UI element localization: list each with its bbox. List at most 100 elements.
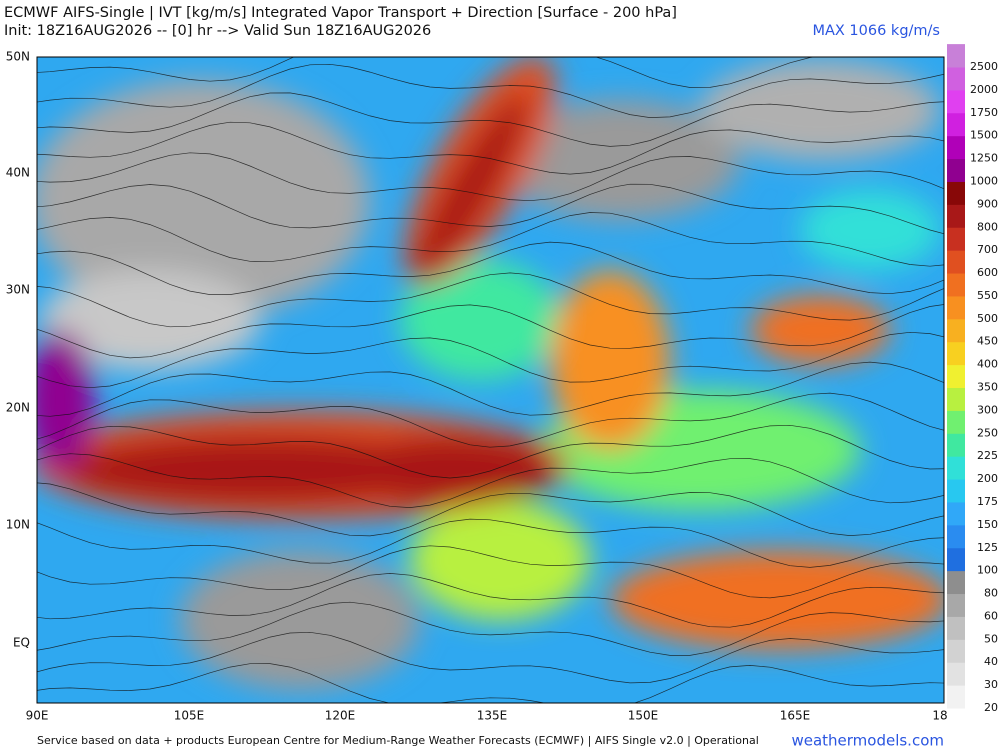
streamline	[37, 152, 944, 202]
colorbar-swatch	[947, 685, 965, 709]
streamline	[37, 304, 944, 359]
streamline	[37, 663, 944, 703]
map-frame	[36, 56, 945, 704]
colorbar-swatch	[947, 112, 965, 137]
ivt-field	[37, 57, 944, 703]
lon-axis: 90E 105E 120E 135E 150E 165E 18	[26, 709, 948, 723]
colorbar-label: 700	[977, 243, 998, 256]
colorbar-swatch	[947, 479, 965, 503]
colorbar-label: 800	[977, 220, 998, 233]
colorbar-swatch	[947, 227, 965, 251]
lat-label: 30N	[6, 283, 30, 297]
colorbar-label: 1500	[970, 129, 998, 142]
streamline	[37, 601, 944, 656]
colorbar-swatch	[947, 341, 965, 366]
colorbar-swatch	[947, 250, 965, 274]
colorbar-swatch	[947, 456, 965, 480]
colorbar: 20 30 40 50 60 80 100 125 150 175 200 225 250 300 350 4…	[947, 44, 998, 714]
colorbar-label: 20	[984, 701, 998, 714]
colorbar-swatch	[947, 616, 965, 640]
colorbar-label: 550	[977, 289, 998, 302]
colorbar-label: 50	[984, 632, 998, 645]
streamline	[37, 57, 918, 88]
streamline	[37, 63, 944, 118]
colorbar-label: 900	[977, 197, 998, 210]
colorbar-label: 400	[977, 358, 998, 371]
colorbar-swatch	[947, 547, 965, 572]
colorbar-label: 300	[977, 403, 998, 416]
colorbar-label: 450	[977, 335, 998, 348]
colorbar-swatch	[947, 318, 965, 343]
colorbar-swatch	[947, 364, 965, 388]
colorbar-swatch	[947, 593, 965, 617]
colorbar-label: 60	[984, 609, 998, 622]
colorbar-label: 200	[977, 472, 998, 485]
colorbar-label: 350	[977, 381, 998, 394]
streamline	[37, 272, 944, 328]
colorbar-swatch	[947, 639, 965, 663]
colorbar-label: 500	[977, 312, 998, 325]
colorbar-swatch	[947, 89, 965, 114]
colorbar-label: 2500	[970, 60, 998, 73]
streamline	[37, 212, 944, 267]
streamline	[37, 183, 944, 235]
colorbar-label: 150	[977, 518, 998, 531]
colorbar-swatch	[947, 204, 965, 228]
colorbar-label: 125	[977, 541, 998, 554]
colorbar-label: 40	[984, 655, 998, 668]
colorbar-swatch	[947, 295, 965, 320]
colorbar-swatch	[947, 570, 965, 595]
lon-label: 105E	[174, 709, 205, 723]
colorbar-label: 250	[977, 426, 998, 439]
streamline	[37, 631, 944, 684]
streamline	[37, 241, 944, 295]
lat-label: 10N	[6, 518, 30, 532]
streamline	[37, 424, 944, 479]
title: ECMWF AIFS-Single | IVT [kg/m/s] Integra…	[4, 5, 677, 21]
colorbar-swatch	[947, 387, 965, 411]
colorbar-label: 225	[977, 449, 998, 462]
streamline	[37, 545, 944, 599]
colorbar-label: 80	[984, 587, 998, 600]
colorbar-label: 100	[977, 564, 998, 577]
streamline	[37, 121, 944, 175]
colorbar-swatch	[947, 501, 965, 526]
lon-label: 18	[932, 709, 947, 723]
lat-label: 50N	[6, 50, 30, 64]
lon-label: 135E	[477, 709, 508, 723]
colorbar-swatch	[947, 410, 965, 434]
init-line: Init: 18Z16AUG2026 -- [0] hr --> Valid S…	[4, 23, 431, 39]
colorbar-label: 1250	[970, 152, 998, 165]
lat-axis: 50N 40N 30N 20N 10N EQ	[6, 50, 30, 650]
colorbar-label: 30	[984, 678, 998, 691]
colorbar-swatch	[947, 524, 965, 549]
colorbar-swatch	[947, 44, 965, 68]
colorbar-swatch	[947, 181, 965, 205]
colorbar-label: 1750	[970, 106, 998, 119]
lat-label: EQ	[13, 636, 30, 650]
colorbar-label: 2000	[970, 83, 998, 96]
streamline	[37, 92, 944, 147]
lat-label: 40N	[6, 166, 30, 180]
colorbar-swatch	[947, 662, 965, 686]
streamline	[37, 573, 944, 628]
colorbar-swatch	[947, 158, 965, 182]
streamline	[37, 361, 944, 417]
colorbar-swatch	[947, 135, 965, 160]
streamline	[37, 518, 944, 568]
streamline	[37, 482, 944, 537]
streamline	[37, 392, 944, 448]
colorbar-label: 1000	[970, 174, 998, 187]
lat-label: 20N	[6, 401, 30, 415]
lon-label: 150E	[628, 709, 659, 723]
lon-label: 90E	[26, 709, 49, 723]
lon-label: 165E	[780, 709, 811, 723]
site: weathermodels.com	[791, 732, 944, 750]
credit: Service based on data + products Europea…	[37, 734, 759, 747]
lon-label: 120E	[325, 709, 356, 723]
streamline	[37, 331, 944, 389]
colorbar-swatch	[947, 433, 965, 457]
max-label: MAX 1066 kg/m/s	[812, 23, 940, 39]
colorbar-label: 175	[977, 495, 998, 508]
